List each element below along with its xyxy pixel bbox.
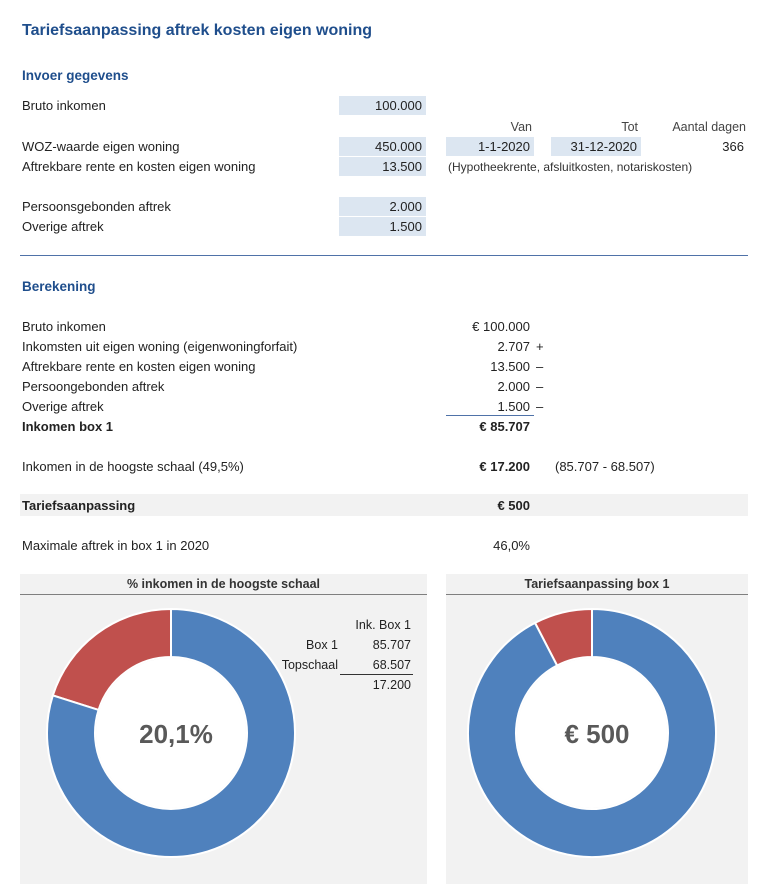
hoogste-label: Inkomen in de hoogste schaal (49,5%) xyxy=(22,459,244,474)
page-title: Tariefsaanpassing aftrek kosten eigen wo… xyxy=(22,22,373,39)
donut-slice-overig xyxy=(46,607,296,858)
tarief-label: Tariefsaanpassing xyxy=(22,498,136,513)
calc-row-value: € 100.000 xyxy=(472,319,530,334)
box1-label: Inkomen box 1 xyxy=(22,419,114,434)
chart2-donut xyxy=(467,607,717,858)
chart1-diff-value: 17.200 xyxy=(372,678,411,692)
calc-row-value: 2.707 xyxy=(497,339,530,354)
persoon-input[interactable]: 2.000 xyxy=(339,197,426,216)
chart2-title-rule xyxy=(446,594,748,595)
chart1-title-rule xyxy=(20,594,427,595)
donut-hole xyxy=(517,658,667,808)
box1-value: € 85.707 xyxy=(479,419,530,434)
rente-label: Aftrekbare rente en kosten eigen woning xyxy=(22,159,256,174)
calc-row-value: 1.500 xyxy=(497,399,530,414)
chart-panel-1: % inkomen in de hoogste schaal 20,1% Ink… xyxy=(20,574,427,884)
chart2-title: Tariefsaanpassing box 1 xyxy=(524,577,670,591)
bruto-input[interactable]: 100.000 xyxy=(339,96,426,115)
calc-row-label: Aftrekbare rente en kosten eigen woning xyxy=(22,359,256,374)
calc-row-sign: – xyxy=(536,359,544,374)
chart1-title: % inkomen in de hoogste schaal xyxy=(126,577,321,591)
sum-underline xyxy=(446,415,534,416)
tarief-value: € 500 xyxy=(497,498,530,513)
persoon-label: Persoonsgebonden aftrek xyxy=(22,199,171,214)
calc-row-label: Overige aftrek xyxy=(22,399,104,414)
donut-hole xyxy=(96,658,246,808)
tot-header: Tot xyxy=(621,120,638,134)
chart1-donut xyxy=(46,607,296,858)
rente-note: (Hypotheekrente, afsluitkosten, notarisk… xyxy=(448,160,693,174)
chart-panel-2: Tariefsaanpassing box 1 € 500 xyxy=(446,574,748,884)
chart1-table-rule xyxy=(340,674,413,675)
woz-label: WOZ-waarde eigen woning xyxy=(22,139,180,154)
van-input[interactable]: 1-1-2020 xyxy=(446,137,534,156)
chart1-row2-label: Topschaal xyxy=(281,658,338,672)
calc-row-value: 13.500 xyxy=(490,359,530,374)
chart2-center-value: € 500 xyxy=(564,719,630,749)
dagen-header: Aantal dagen xyxy=(672,120,746,134)
max-value: 46,0% xyxy=(493,538,530,553)
invoer-heading: Invoer gegevens xyxy=(22,68,129,83)
calc-row-sign: – xyxy=(536,399,544,414)
calc-row-label: Bruto inkomen xyxy=(22,319,106,334)
tarief-band xyxy=(20,494,748,516)
overige-input[interactable]: 1.500 xyxy=(339,217,426,236)
calc-row-value: 2.000 xyxy=(497,379,530,394)
chart1-table-header: Ink. Box 1 xyxy=(355,618,411,632)
bruto-label: Bruto inkomen xyxy=(22,98,106,113)
van-header: Van xyxy=(510,120,532,134)
dagen-value: 366 xyxy=(722,139,744,154)
hoogste-value: € 17.200 xyxy=(479,459,530,474)
chart1-row1-value: 85.707 xyxy=(372,638,411,652)
calc-row-label: Persoongebonden aftrek xyxy=(22,379,165,394)
calc-row-label: Inkomsten uit eigen woning (eigenwoningf… xyxy=(22,339,298,354)
chart1-row1-label: Box 1 xyxy=(306,638,338,652)
calc-row-sign: + xyxy=(536,339,544,354)
tot-input[interactable]: 31-12-2020 xyxy=(551,137,641,156)
max-label: Maximale aftrek in box 1 in 2020 xyxy=(22,538,210,553)
calc-row-sign: – xyxy=(536,379,544,394)
rente-input[interactable]: 13.500 xyxy=(339,157,426,176)
woz-input[interactable]: 450.000 xyxy=(339,137,426,156)
donut-slice-overig xyxy=(467,607,717,858)
chart1-row2-value: 68.507 xyxy=(372,658,411,672)
hoogste-note: (85.707 - 68.507) xyxy=(555,459,655,474)
overige-label: Overige aftrek xyxy=(22,219,104,234)
section-divider xyxy=(20,255,748,256)
chart1-center-value: 20,1% xyxy=(139,719,213,749)
berekening-heading: Berekening xyxy=(22,279,96,294)
